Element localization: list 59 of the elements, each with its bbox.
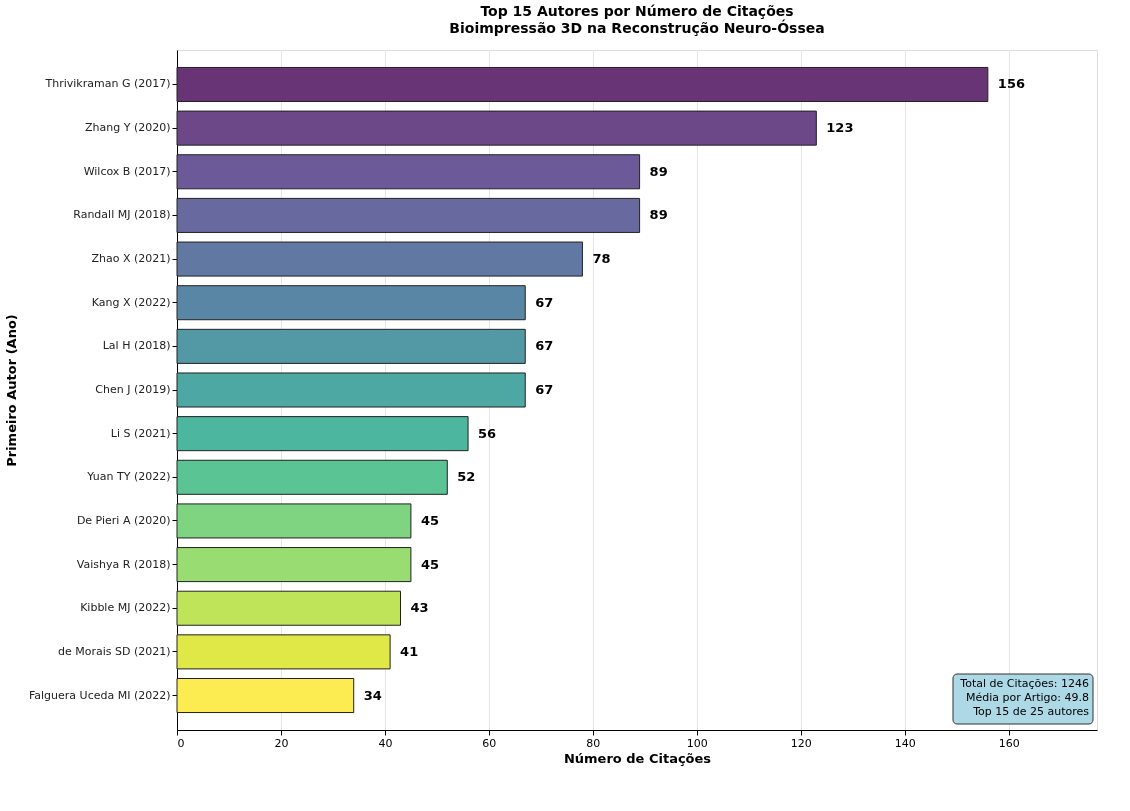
data-label: 156 [997,76,1025,92]
x-tick-label: 0 [177,736,185,750]
x-tick-label: 80 [586,736,601,750]
chart-subtitle: Bioimpressão 3D na Reconstrução Neuro-Óssea [449,19,825,36]
annotation: Total de Citações: 1246 Média por Artigo: 49.8 Top 15 de 25 autores [959,677,1090,718]
data-label: 56 [478,425,497,441]
data-label: 52 [457,469,476,485]
bar [176,328,526,364]
y-tick-label: Kang X (2022) [91,295,171,309]
data-label: 41 [400,643,419,659]
y-tick-label: Chen J (2019) [95,383,171,396]
y-tick-label: Zhang Y (2020) [85,121,171,135]
y-tick-label: Falguera Uceda MI (2022) [29,688,171,702]
data-label: 67 [535,338,554,354]
data-label: 89 [649,163,668,179]
y-tick-label: Wilcox B (2017) [83,164,171,178]
bar [176,241,583,277]
y-tick-label: Zhao X (2021) [91,252,171,266]
y-tick-label: Yuan TY (2022) [86,470,171,484]
x-tick-label: 160 [998,736,1020,750]
y-tick-label: Li S (2021) [110,426,171,440]
x-tick-label: 100 [686,736,708,750]
y-tick-label: Vaishya R (2018) [76,557,171,571]
bar [176,372,526,408]
bar [176,547,412,583]
y-tick-label: Randall MJ (2018) [73,208,171,222]
bar [176,634,391,670]
bar [176,416,469,452]
bar [176,285,526,321]
data-label: 89 [649,207,668,223]
bar [176,197,641,233]
bar [176,459,448,495]
bar [176,154,641,190]
x-tick-label: 60 [482,736,497,750]
x-tick-label: 20 [274,736,289,750]
data-label: 34 [363,687,382,703]
chart-title: Top 15 Autores por Número de Citações [480,3,794,19]
y-tick-label: De Pieri A (2020) [76,513,171,527]
x-axis-title: Número de Citações [563,750,712,766]
y-tick-label: Lal H (2018) [102,339,171,353]
x-tick-label: 120 [790,736,812,750]
data-label: 78 [592,251,611,267]
data-label: 45 [420,556,439,572]
y-tick-label: Kibble MJ (2022) [80,601,171,615]
data-label: 67 [535,294,554,310]
y-axis-title: Primeiro Autor (Ano) [4,314,20,467]
x-tick-label: 140 [894,736,916,750]
y-tick-label: Thrivikraman G (2017) [44,77,171,91]
bar [176,590,401,626]
x-tick-label: 40 [378,736,393,750]
bar [176,110,817,146]
data-label: 45 [420,512,439,528]
data-label: 43 [410,600,429,616]
bar [176,66,989,102]
data-label: 67 [535,382,554,397]
y-tick-label: de Morais SD (2021) [57,644,171,658]
data-label: 123 [826,120,854,136]
bar [176,503,412,539]
bar [176,678,355,714]
